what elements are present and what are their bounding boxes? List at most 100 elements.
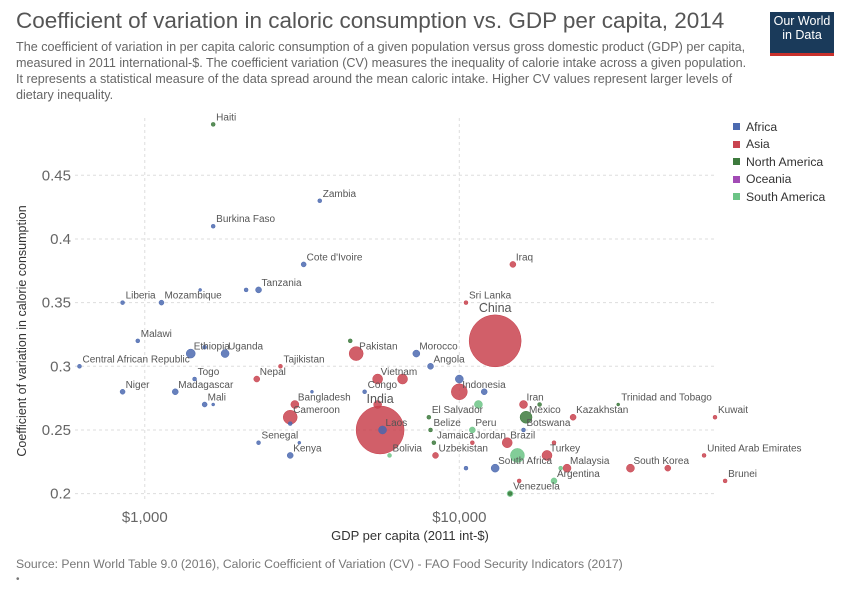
- owid-logo[interactable]: Our World in Data: [770, 12, 834, 56]
- data-point: [172, 388, 179, 396]
- data-point: [202, 344, 207, 350]
- data-point: [201, 401, 208, 408]
- point-label: Vietnam: [381, 367, 418, 378]
- point-label: Argentina: [557, 469, 600, 480]
- legend-label: Africa: [746, 119, 778, 134]
- data-point: [347, 338, 353, 344]
- y-axis-label: Coefficient of variation in calorie cons…: [15, 205, 29, 456]
- data-point: [287, 421, 293, 426]
- data-point: [455, 374, 464, 384]
- legend-label: Asia: [746, 137, 770, 152]
- data-point: [412, 349, 421, 358]
- data-point: [507, 491, 513, 496]
- point-label: Senegal: [262, 431, 299, 442]
- data-point: [387, 453, 392, 458]
- point-label: Togo: [198, 367, 220, 378]
- legend-swatch: [733, 175, 740, 183]
- point-label: Congo: [368, 380, 398, 391]
- data-point: [253, 375, 261, 383]
- legend-swatch: [733, 193, 740, 201]
- point-label: Botswana: [527, 418, 571, 429]
- data-point: [490, 463, 500, 473]
- point-label: Jordan: [475, 431, 506, 442]
- legend-item[interactable]: Africa: [733, 118, 825, 136]
- legend-item[interactable]: South America: [733, 188, 825, 206]
- point-label: Malaysia: [570, 456, 610, 467]
- legend-item[interactable]: Oceania: [733, 171, 825, 189]
- legend-label: South America: [746, 189, 826, 204]
- point-label: Tanzania: [262, 278, 302, 289]
- y-tick-label: 0.35: [42, 295, 71, 312]
- data-point: [550, 477, 558, 485]
- legend-item[interactable]: North America: [733, 153, 825, 171]
- chart-subtitle: The coefficient of variation in per capi…: [16, 40, 747, 102]
- y-tick-label: 0.25: [42, 422, 71, 439]
- point-label: India: [367, 392, 394, 406]
- data-point: [210, 223, 216, 229]
- point-label: Nepal: [260, 367, 286, 378]
- data-point: [198, 288, 202, 292]
- point-label: Belize: [434, 418, 462, 429]
- data-point: [469, 426, 476, 434]
- point-label: Bolivia: [393, 443, 423, 454]
- data-point: [431, 440, 437, 445]
- point-label: Central African Republic: [82, 354, 189, 365]
- x-tick-label: $10,000: [432, 509, 486, 526]
- point-label: Uzbekistan: [438, 443, 487, 454]
- legend-swatch: [733, 158, 740, 166]
- data-point: [426, 414, 432, 420]
- data-point: [135, 338, 141, 344]
- data-point: [372, 373, 383, 385]
- x-axis-label: GDP per capita (2011 int-$): [331, 528, 489, 543]
- data-point: [519, 400, 528, 409]
- data-point: [77, 364, 82, 369]
- data-point: [521, 427, 526, 433]
- y-tick-label: 0.4: [50, 231, 71, 248]
- data-point: [480, 388, 488, 396]
- chart-legend: Africa Asia North America Oceania South Amer…: [733, 118, 825, 206]
- data-point: [286, 452, 294, 459]
- data-point: [516, 478, 522, 484]
- data-point: [278, 364, 283, 369]
- data-point: [664, 464, 672, 472]
- data-point: [348, 346, 364, 361]
- point-label: United Arab Emirates: [707, 443, 802, 454]
- point-label: Angola: [434, 354, 466, 365]
- y-tick-label: 0.2: [50, 486, 71, 503]
- point-label: Uganda: [228, 342, 263, 353]
- data-point: [119, 389, 126, 395]
- point-label: Iraq: [516, 252, 533, 263]
- point-label: South Africa: [498, 456, 552, 467]
- data-point: [537, 402, 542, 407]
- source-note: Source: Penn World Table 9.0 (2016), Cal…: [16, 557, 623, 571]
- data-point: [192, 376, 197, 382]
- point-label: El Salvador: [432, 405, 484, 416]
- point-label: Ethiopia: [194, 342, 231, 353]
- point-label: Liberia: [126, 291, 156, 302]
- point-label: Iran: [527, 393, 544, 404]
- point-label: Laos: [386, 418, 408, 429]
- data-point: [427, 363, 434, 370]
- point-label: Burkina Faso: [216, 214, 275, 225]
- y-tick-label: 0.3: [50, 358, 71, 375]
- point-label: Trinidad and Tobago: [621, 393, 712, 404]
- data-point: [310, 390, 314, 394]
- point-label: Malawi: [141, 329, 172, 340]
- legend-item[interactable]: Asia: [733, 136, 825, 154]
- data-point: [541, 450, 553, 461]
- point-label: Morocco: [419, 342, 458, 353]
- point-label: Brunei: [728, 469, 757, 480]
- point-label: Kazakhstan: [576, 405, 628, 416]
- point-label: Brazil: [510, 431, 535, 442]
- y-tick-label: 0.45: [42, 167, 71, 184]
- point-label: Indonesia: [462, 380, 506, 391]
- data-point: [626, 463, 635, 473]
- data-point: [468, 314, 522, 368]
- data-point: [397, 373, 408, 385]
- data-point: [373, 400, 382, 409]
- point-label: Cote d'Ivoire: [307, 252, 363, 263]
- data-point: [701, 453, 707, 458]
- data-point: [297, 440, 302, 445]
- point-label: Bangladesh: [298, 393, 351, 404]
